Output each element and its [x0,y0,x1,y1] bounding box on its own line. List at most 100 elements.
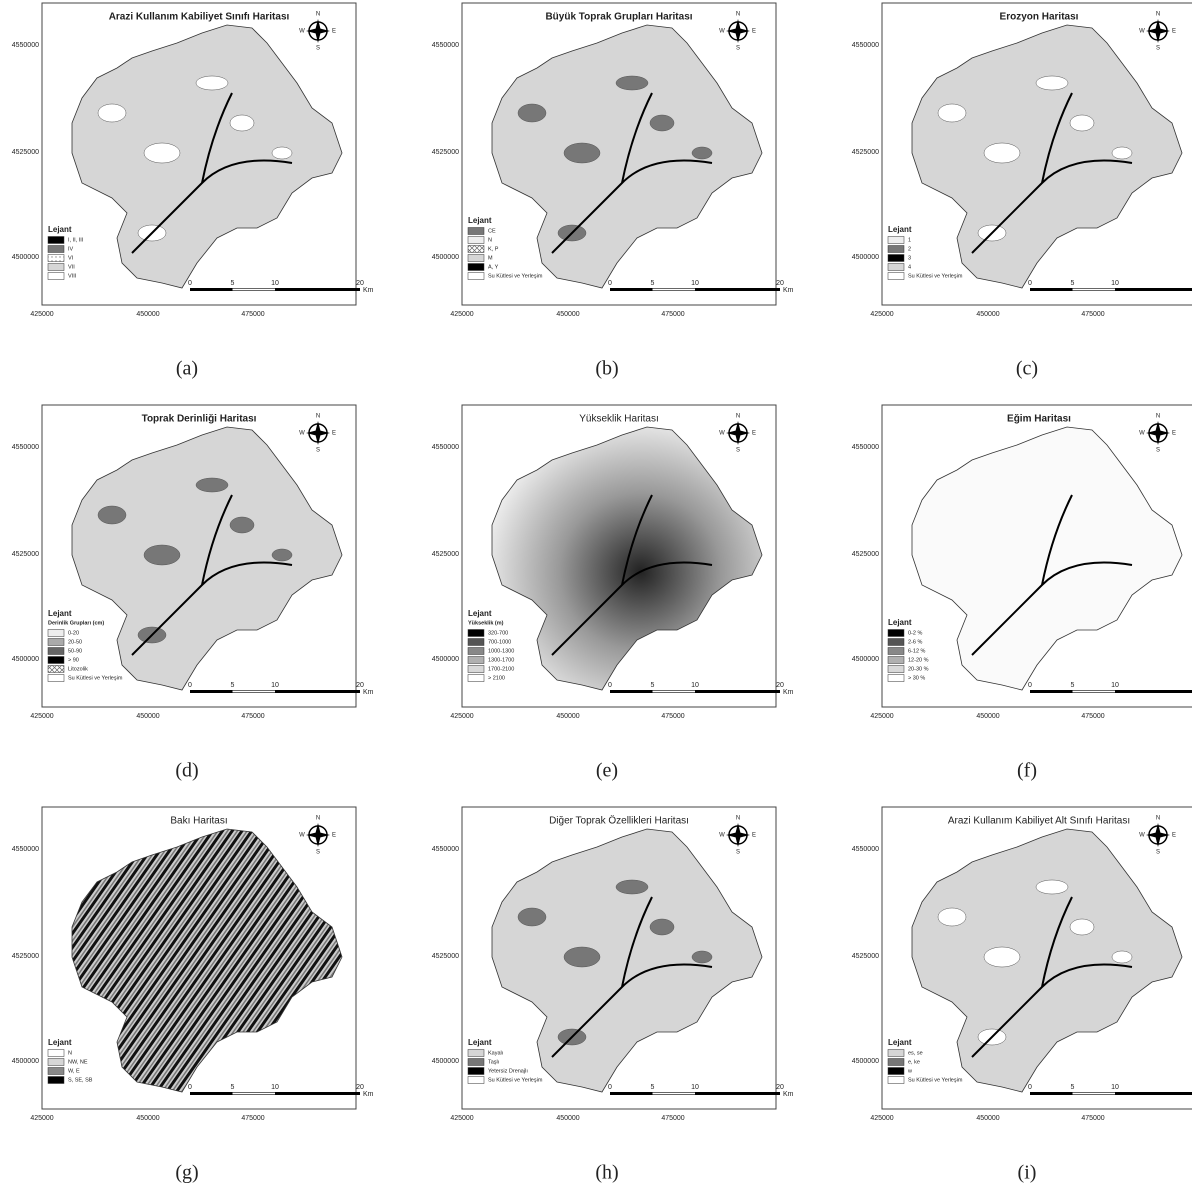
scale-label: 5 [651,280,655,287]
legend-swatch [468,639,484,646]
legend-label: VI [68,255,74,261]
legend-swatch [468,1077,484,1084]
legend-swatch [468,246,484,253]
scale-label: 0 [1028,1084,1032,1091]
scale-label: 5 [231,682,235,689]
map-patch [564,143,600,163]
y-coordinate-label: 4500000 [852,254,879,261]
x-coordinate-label: 475000 [1081,311,1104,318]
legend-label: Yetersiz Drenajlı [488,1068,528,1074]
legend-label: 320-700 [488,630,508,636]
figure: Arazi Kullanım Kabiliyet Sınıfı Haritası… [0,0,1192,1196]
scale-bar [233,691,276,693]
scale-label: 0 [188,1084,192,1091]
legend-swatch [48,675,64,682]
legend-title: Lejant [888,225,912,234]
legend-label: Su Kütlesi ve Yerleşim [488,273,543,279]
legend-label: N [68,1050,72,1056]
panel-caption: (a) [176,358,198,380]
compass-n: N [316,816,320,822]
scale-label: 5 [231,280,235,287]
scale-unit: Km [783,689,794,696]
map-patch [564,947,600,967]
map-panel: Arazi Kullanım Kabiliyet Sınıfı Haritası… [12,3,374,380]
scale-label: 10 [691,682,699,689]
legend-swatch [48,255,64,262]
y-coordinate-label: 4550000 [432,42,459,49]
scale-bar [653,289,696,291]
legend-title: Lejant [48,1038,72,1047]
compass-n: N [316,414,320,420]
map-patch [98,104,126,122]
scale-label: 10 [271,682,279,689]
legend-label: e, ke [908,1059,920,1065]
compass-s: S [736,850,740,856]
legend-swatch [468,666,484,673]
y-coordinate-label: 4500000 [12,1058,39,1065]
y-coordinate-label: 4525000 [12,149,39,156]
legend-swatch [888,1077,904,1084]
scale-label: 5 [1071,280,1075,287]
x-coordinate-label: 475000 [661,713,684,720]
legend-swatch [48,1068,64,1075]
scale-unit: Km [363,287,374,294]
legend-swatch [888,639,904,646]
y-coordinate-label: 4550000 [852,444,879,451]
map-patch [1112,951,1132,963]
scale-label: 5 [231,1084,235,1091]
legend-label: Kayalı [488,1050,503,1056]
legend-label: Su Kütlesi ve Yerleşim [68,675,123,681]
legend-swatch [888,246,904,253]
map-patch [1036,76,1068,90]
legend-swatch [468,264,484,271]
x-coordinate-label: 450000 [556,713,579,720]
scale-label: 0 [1028,280,1032,287]
scale-label: 5 [1071,682,1075,689]
y-coordinate-label: 4500000 [12,254,39,261]
map-patch [692,951,712,963]
legend-label: Litozolik [68,666,88,672]
panel-caption: (d) [175,760,198,782]
y-coordinate-label: 4525000 [432,551,459,558]
map-patch [144,545,180,565]
map-title: Eğim Haritası [1007,414,1071,425]
map-patch [144,143,180,163]
compass-s: S [316,448,320,454]
legend-swatch [888,666,904,673]
x-coordinate-label: 450000 [136,311,159,318]
legend-label: K, P [488,246,499,252]
scale-label: 0 [1028,682,1032,689]
legend-label: 1000-1300 [488,648,514,654]
scale-bar [1073,289,1116,291]
scale-label: 5 [1071,1084,1075,1091]
scale-bar [1073,1093,1116,1095]
scale-label: 20 [776,280,784,287]
compass-e: E [332,431,336,437]
compass-w: W [719,29,725,35]
legend-label: VII [68,264,75,270]
compass-e: E [752,833,756,839]
scale-label: 20 [356,280,364,287]
compass-s: S [736,46,740,52]
legend-label: > 2100 [488,675,505,681]
legend-swatch [468,675,484,682]
legend-swatch [888,273,904,280]
x-coordinate-label: 425000 [450,713,473,720]
map-title: Diğer Toprak Özellikleri Haritası [549,815,689,827]
legend-swatch [888,255,904,262]
compass-s: S [1156,850,1160,856]
legend-swatch [468,1050,484,1057]
compass-n: N [736,12,740,18]
legend-swatch [468,657,484,664]
legend-label: 2-6 % [908,639,922,645]
legend-label: Su Kütlesi ve Yerleşim [908,273,963,279]
legend-title: Lejant [468,609,492,618]
legend-swatch [888,1050,904,1057]
compass-w: W [1139,29,1145,35]
scale-bar [233,289,276,291]
legend-label: > 30 % [908,675,925,681]
scale-unit: Km [363,689,374,696]
map-patch [650,115,674,131]
map-title: Yükseklik Haritası [579,414,658,425]
